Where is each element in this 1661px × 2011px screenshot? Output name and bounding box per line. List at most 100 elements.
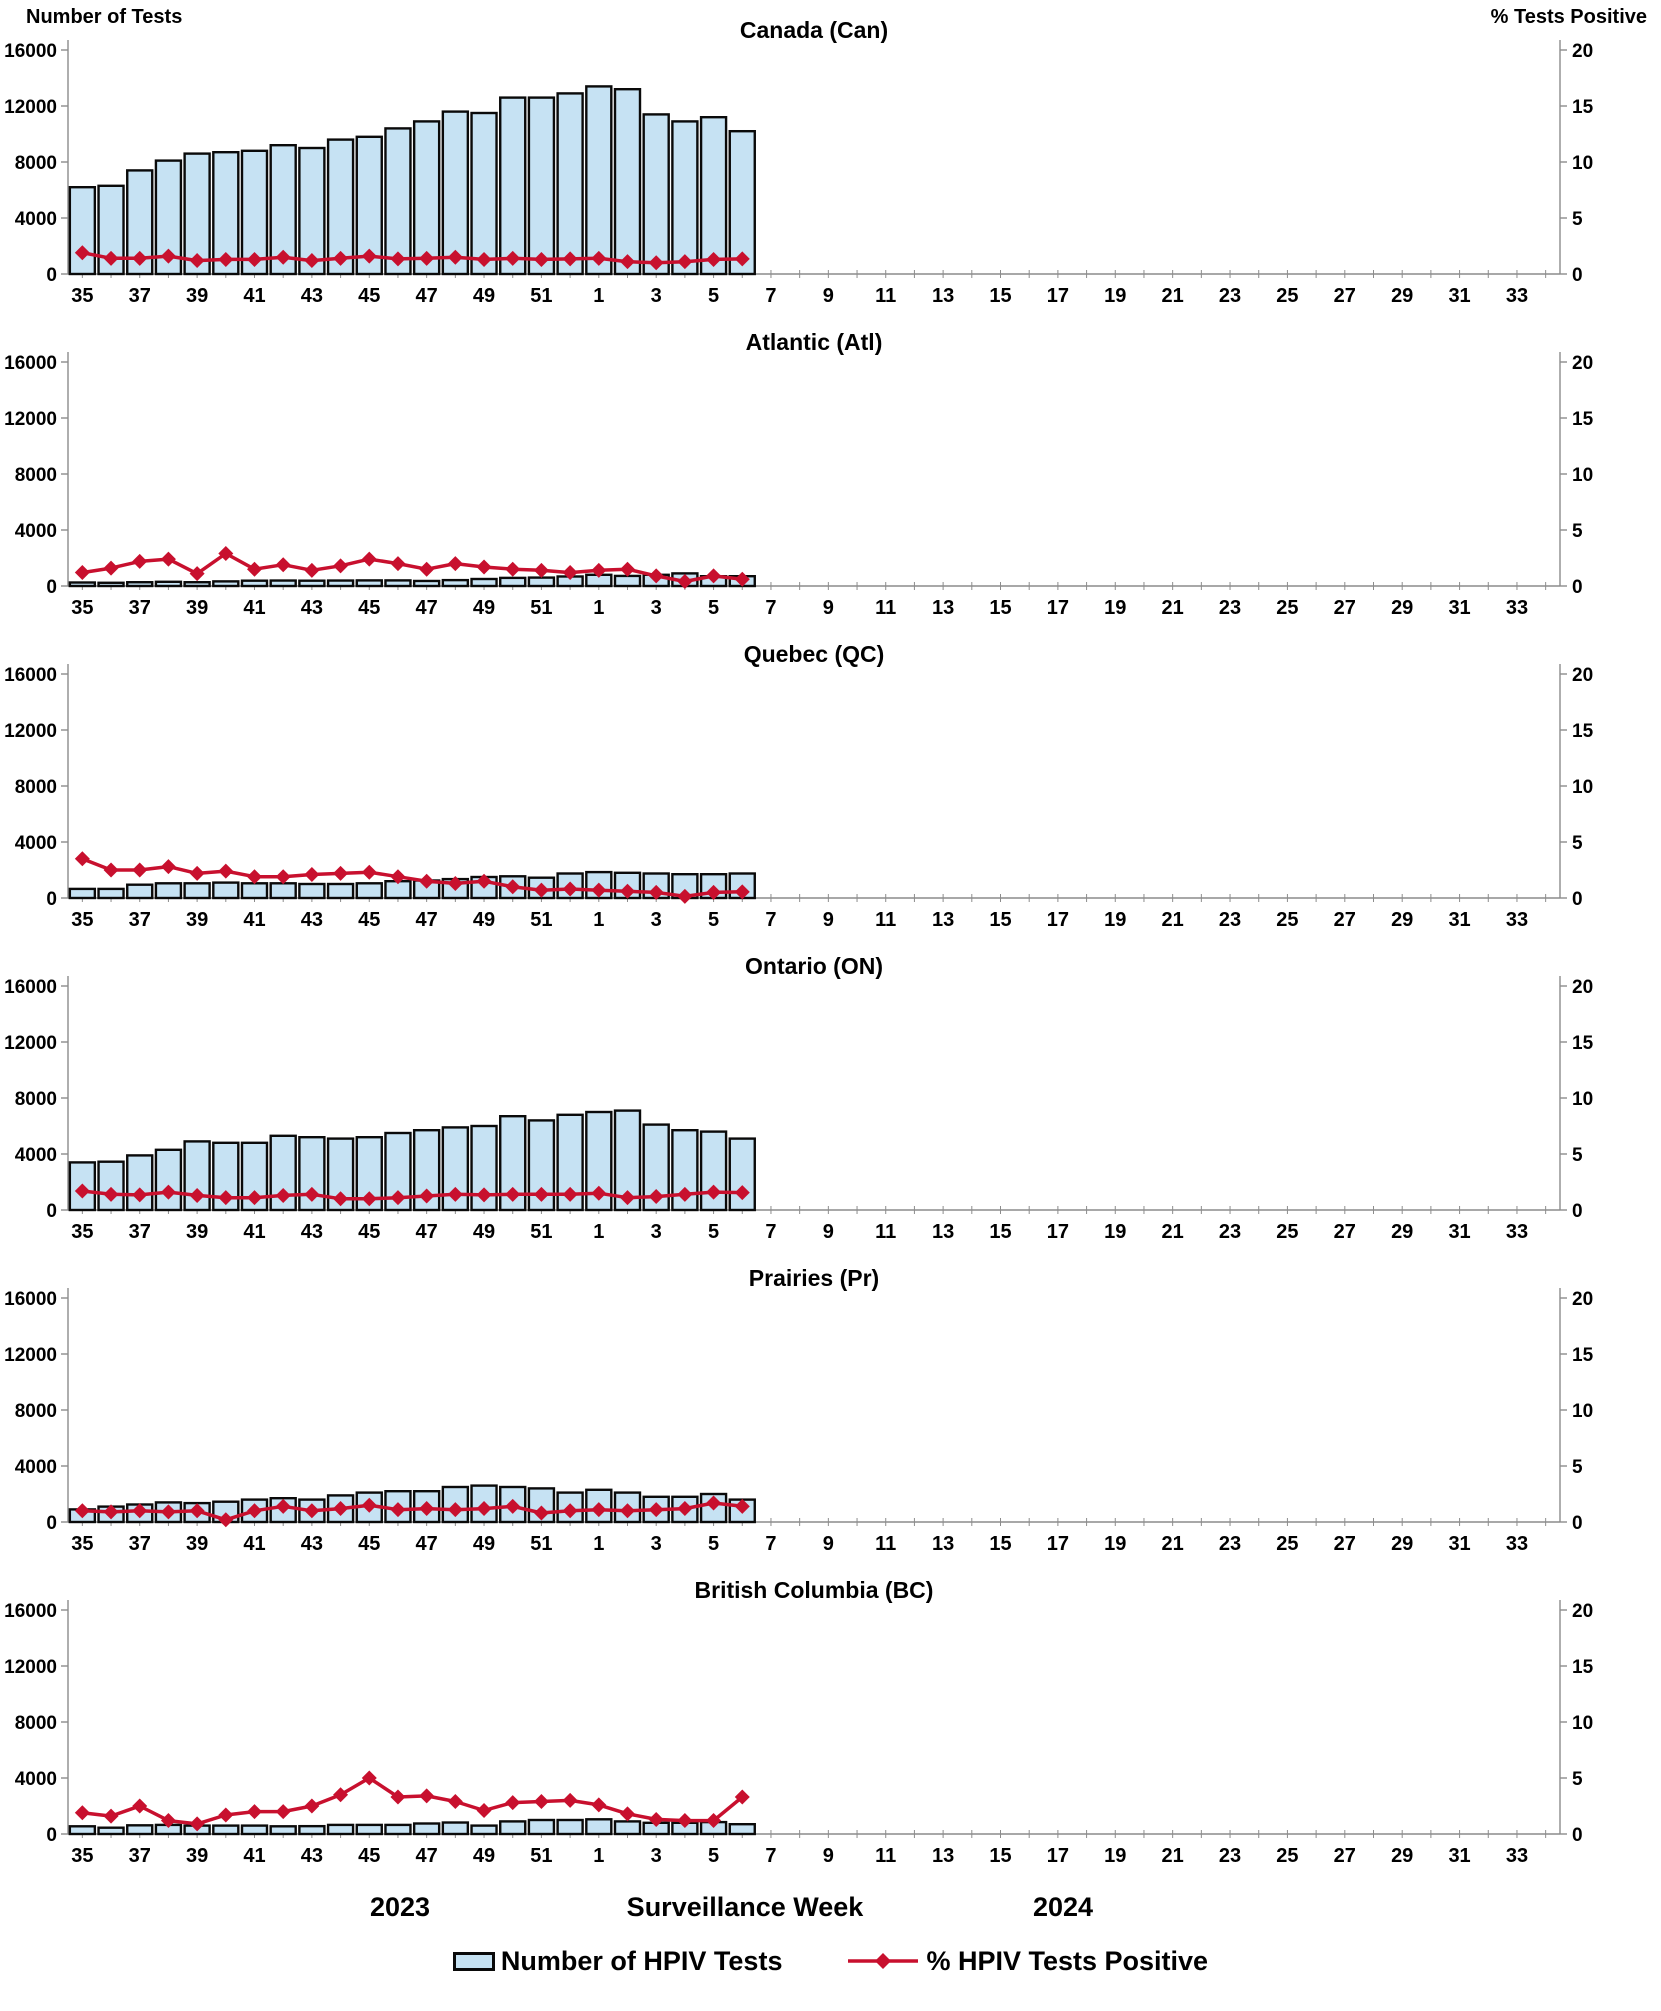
tests-bar [642,113,670,276]
left-tick-label: 16000 [4,353,57,374]
x-tick-label: 9 [823,285,834,307]
x-tick-label: 47 [416,1221,438,1243]
positive-marker [648,1502,664,1518]
panel-title: Ontario (ON) [745,953,883,979]
left-tick-label: 0 [46,1201,57,1222]
right-tick-label: 20 [1572,665,1593,686]
x-tick-label: 49 [473,285,495,307]
tests-bar [728,129,756,276]
panel-atlantic: Atlantic (Atl) 35 37 39 41 43 45 47 49 51 1 3 5 7 9 11 1… [0,328,1661,640]
left-tick-label: 12000 [4,1345,57,1366]
positive-marker [160,1813,176,1829]
tests-bar [183,581,211,588]
x-tick-label: 25 [1276,1845,1298,1867]
left-tick-label: 0 [46,1825,57,1846]
x-tick-label: 45 [358,285,380,307]
positive-marker [447,875,463,891]
x-tick-label: 27 [1334,1845,1356,1867]
x-tick-label: 33 [1506,909,1528,931]
x-tick-label: 27 [1334,597,1356,619]
x-tick-label: 49 [473,909,495,931]
positive-marker [304,253,320,269]
x-tick-label: 35 [71,1845,93,1867]
positive-marker [74,1805,90,1821]
positive-marker [677,574,693,590]
tests-bar [154,580,183,588]
positive-marker [562,1503,578,1519]
positive-marker [218,546,234,562]
x-tick-label: 19 [1104,1221,1126,1243]
right-tick-label: 20 [1572,1601,1593,1622]
positive-marker [533,251,549,267]
positive-marker [74,245,90,261]
positive-marker [620,561,635,577]
positive-marker [74,1183,90,1199]
x-tick-label: 15 [989,1533,1011,1555]
x-tick-label: 3 [651,1221,662,1243]
positive-marker [562,1792,578,1808]
x-tick-label: 45 [358,1221,380,1243]
x-tick-label: 1 [593,1533,604,1555]
tests-bar [240,149,269,276]
tests-bar [355,579,383,588]
tests-bar [183,1140,211,1212]
positive-marker [476,251,492,267]
x-tick-label: 23 [1219,1845,1241,1867]
tests-bar [527,576,556,588]
year-row: 2023 Surveillance Week 2024 [0,1888,1661,1930]
x-tick-label: 19 [1104,597,1126,619]
year-2024-label: 2024 [1032,1892,1094,1922]
x-tick-label: 23 [1219,597,1241,619]
x-tick-label: 17 [1047,1533,1069,1555]
positive-marker [734,571,750,587]
tests-bar [68,185,97,276]
x-tick-label: 35 [71,597,93,619]
x-tick-label: 19 [1104,1533,1126,1555]
right-tick-label: 10 [1572,153,1593,174]
positive-marker [734,251,750,267]
positive-marker [333,1501,349,1517]
x-tick-label: 41 [243,597,265,619]
right-tick-label: 0 [1572,889,1583,910]
x-tick-label: 19 [1104,285,1126,307]
tests-bar [212,1824,240,1836]
positive-marker [132,250,148,266]
legend-item-positive: % HPIV Tests Positive [846,1946,1208,1977]
tests-bar [412,120,441,276]
tests-bar [441,110,470,276]
positive-marker [505,250,521,266]
x-tick-label: 11 [875,597,896,619]
x-tick-label: 29 [1391,597,1413,619]
x-tick-label: 51 [530,597,552,619]
positive-marker [218,1190,234,1206]
positive-marker [419,1788,435,1804]
positive-marker [333,250,349,266]
positive-marker [476,873,492,889]
positive-marker [74,565,90,581]
positive-marker [648,568,664,584]
positive-marker [734,1185,750,1201]
x-tick-label: 35 [71,1221,93,1243]
x-tick-label: 27 [1334,1533,1356,1555]
positive-marker [677,1813,693,1829]
x-tick-label: 1 [593,1845,604,1867]
tests-bar [240,882,269,900]
positive-marker [218,251,234,267]
left-tick-label: 16000 [4,41,57,62]
positive-marker [476,1187,492,1203]
positive-marker [74,851,90,867]
left-tick-label: 0 [46,1513,57,1534]
x-tick-label: 37 [129,285,151,307]
x-tick-label: 49 [473,1221,495,1243]
x-tick-label: 47 [416,1533,438,1555]
positive-marker [620,883,635,899]
positive-marker [361,551,377,567]
tests-bar [470,111,498,276]
x-tick-label: 37 [129,1221,151,1243]
positive-marker [189,1503,205,1519]
right-tick-label: 5 [1572,833,1583,854]
tests-bar [154,1148,183,1212]
x-tick-label: 41 [243,1221,265,1243]
x-tick-label: 33 [1506,597,1528,619]
